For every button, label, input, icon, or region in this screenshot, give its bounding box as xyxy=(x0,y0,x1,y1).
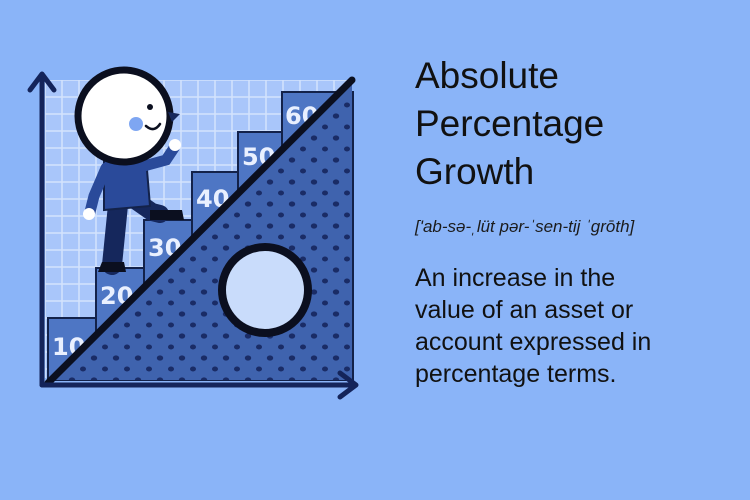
diagonal-line xyxy=(44,76,356,387)
title-line: Growth xyxy=(415,151,535,192)
definition-line: percentage terms. xyxy=(415,360,617,388)
definition: An increase in the value of an asset or … xyxy=(415,262,735,390)
pronunciation: ['ab-sə-ˌlüt pər-ˈsen-tij ˈgrōth] xyxy=(415,217,635,236)
circle-icon xyxy=(218,243,312,337)
page-title: Absolute Percentage Growth xyxy=(415,52,735,196)
text-panel: Absolute Percentage Growth ['ab-sə-ˌlüt … xyxy=(415,52,735,390)
stairs-growth-illustration: 10 20 30 40 50 60 xyxy=(27,66,359,400)
title-line: Absolute xyxy=(415,55,559,96)
definition-line: account expressed in xyxy=(415,328,652,356)
definition-line: value of an asset or xyxy=(415,296,634,324)
person-climbing-icon xyxy=(74,66,184,275)
definition-line: An increase in the xyxy=(415,264,616,292)
axes xyxy=(27,71,359,400)
title-line: Percentage xyxy=(415,103,605,144)
